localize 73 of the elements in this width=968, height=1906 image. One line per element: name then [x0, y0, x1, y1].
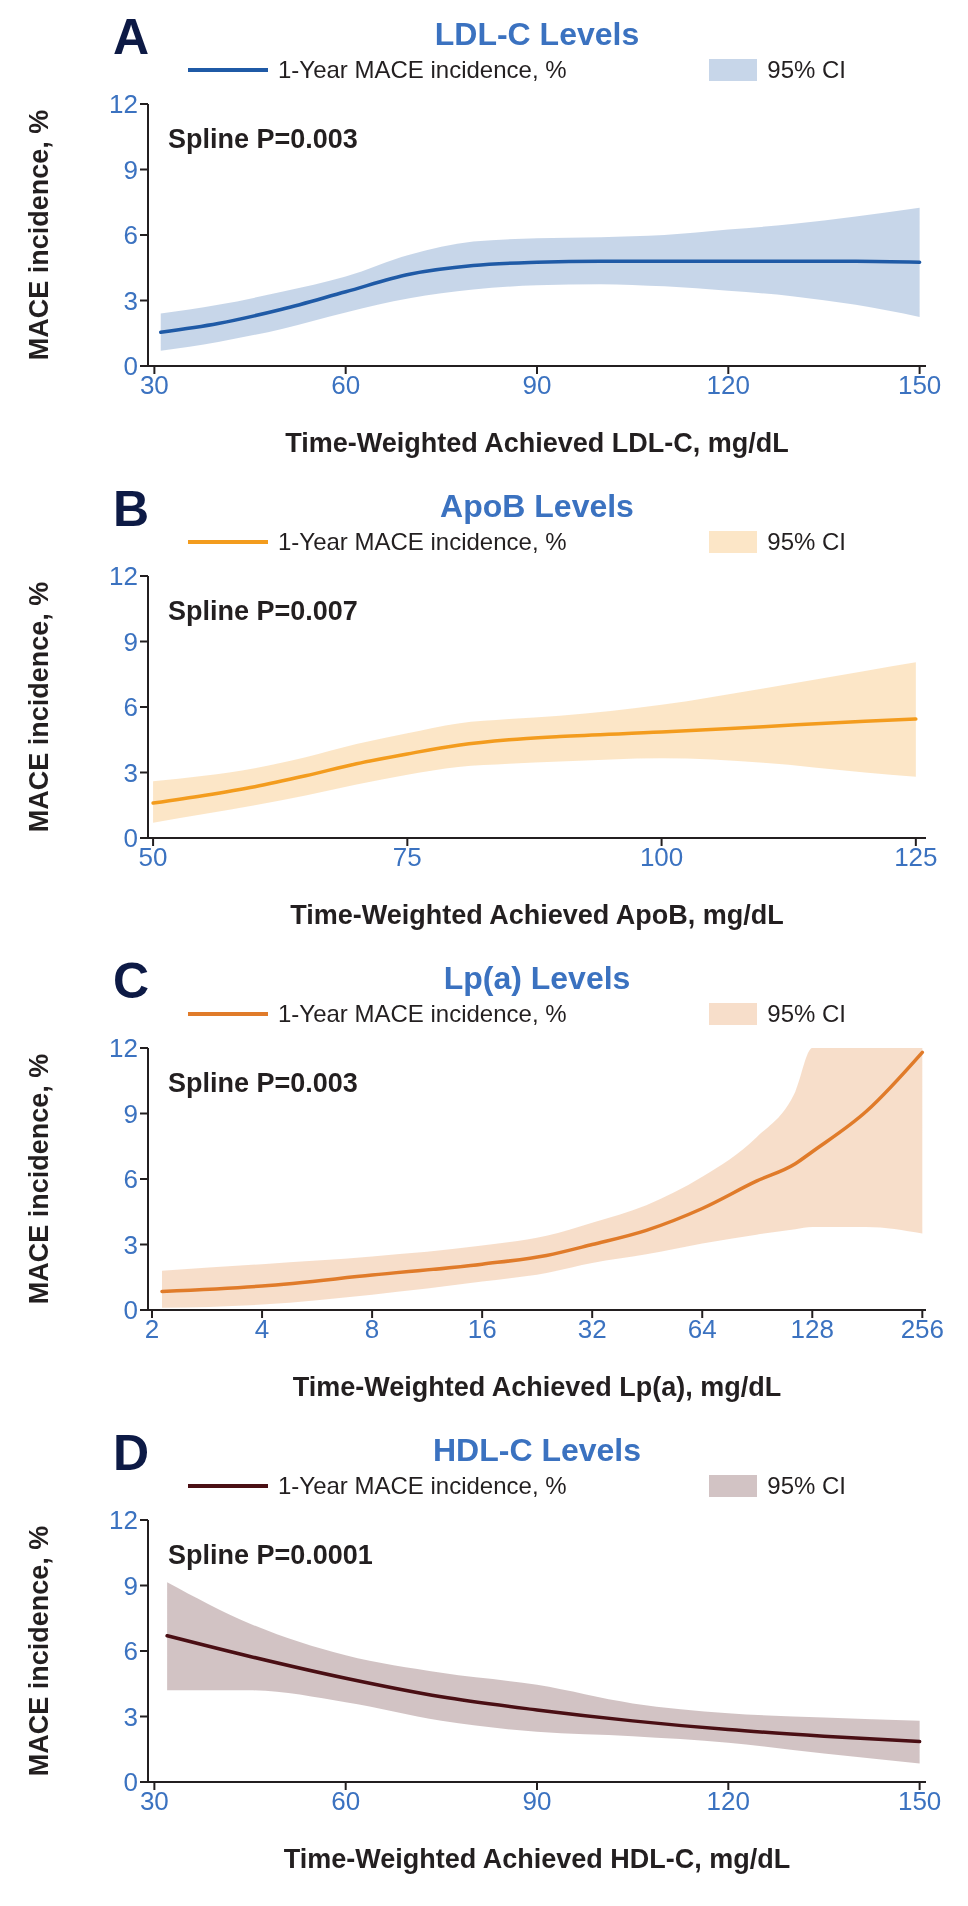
- x-tick-label: 4: [254, 1314, 270, 1345]
- annotation: Spline P=0.003: [168, 1068, 358, 1099]
- x-tick-label: 64: [687, 1314, 717, 1345]
- x-tick-label: 75: [392, 842, 422, 873]
- text: 95% CI: [767, 56, 846, 84]
- y-axis-title: MACE incidence, %: [23, 1053, 54, 1305]
- legend-label: 1-Year MACE incidence, %: [278, 1000, 567, 1028]
- y-tick-label: 9: [123, 626, 138, 657]
- y-axis-title: MACE incidence, %: [23, 109, 54, 361]
- y-tick-label: 3: [123, 285, 138, 316]
- x-tick-label: 30: [139, 370, 169, 401]
- y-tick-label: 9: [123, 154, 138, 185]
- y-tick-label: 12: [109, 1505, 138, 1536]
- chart-title: ApoB Levels: [439, 488, 635, 525]
- x-axis-title: Time-Weighted Achieved HDL-C, mg/dL: [283, 1844, 791, 1874]
- y-axis-title: MACE incidence, %: [23, 581, 54, 833]
- y-tick-label: 0: [123, 351, 138, 382]
- annotation: Spline P=0.0001: [168, 1540, 373, 1571]
- y-tick-label: 12: [109, 89, 138, 120]
- y-tick-label: 6: [123, 692, 138, 723]
- x-tick-label: 32: [577, 1314, 607, 1345]
- x-axis-title: Time-Weighted Achieved Lp(a), mg/dL: [292, 1372, 782, 1402]
- text: A: [113, 8, 150, 66]
- x-tick-label: 150: [897, 1786, 942, 1817]
- x-tick-label: 2: [144, 1314, 160, 1345]
- y-tick-label: 0: [123, 823, 138, 854]
- x-tick-label: 50: [138, 842, 168, 873]
- y-tick-label: 0: [123, 1767, 138, 1798]
- y-tick-label: 12: [109, 561, 138, 592]
- x-axis-title: Time-Weighted Achieved ApoB, mg/dL: [290, 900, 784, 930]
- y-tick-label: 0: [123, 1295, 138, 1326]
- text: B: [113, 480, 150, 538]
- x-tick-label: 120: [706, 1786, 751, 1817]
- x-tick-label: 150: [897, 370, 942, 401]
- x-tick-label: 256: [900, 1314, 945, 1345]
- x-tick-label: 125: [894, 842, 938, 873]
- y-tick-label: 3: [123, 757, 138, 788]
- chart-title: Lp(a) Levels: [442, 960, 632, 997]
- chart-title: LDL-C Levels: [433, 16, 641, 53]
- line-series: [151, 717, 918, 805]
- chart-title: HDL-C Levels: [431, 1432, 642, 1469]
- y-tick-label: 3: [123, 1701, 138, 1732]
- x-tick-label: 8: [364, 1314, 380, 1345]
- legend-label: 1-Year MACE incidence, %: [278, 528, 567, 556]
- x-tick-label: 30: [139, 1786, 169, 1817]
- text: D: [113, 1424, 150, 1482]
- x-tick-label: 100: [639, 842, 684, 873]
- text: 95% CI: [767, 1000, 846, 1028]
- annotation: Spline P=0.007: [168, 596, 358, 627]
- x-tick-label: 90: [522, 370, 552, 401]
- y-tick-label: 6: [123, 1636, 138, 1667]
- legend-label: 1-Year MACE incidence, %: [278, 1472, 567, 1500]
- text: 95% CI: [767, 528, 846, 556]
- text: C: [113, 952, 150, 1010]
- line-series: [165, 1633, 922, 1744]
- x-tick-label: 60: [331, 370, 361, 401]
- x-tick-label: 16: [467, 1314, 497, 1345]
- y-tick-label: 6: [123, 220, 138, 251]
- annotation: Spline P=0.003: [168, 124, 358, 155]
- x-tick-label: 128: [790, 1314, 834, 1345]
- y-tick-label: 6: [123, 1164, 138, 1195]
- y-tick-label: 9: [123, 1098, 138, 1129]
- y-tick-label: 9: [123, 1570, 138, 1601]
- x-tick-label: 60: [331, 1786, 361, 1817]
- line-series: [159, 259, 922, 334]
- x-axis-title: Time-Weighted Achieved LDL-C, mg/dL: [285, 428, 789, 458]
- y-tick-label: 3: [123, 1229, 138, 1260]
- y-tick-label: 12: [109, 1033, 138, 1064]
- legend-label: 1-Year MACE incidence, %: [278, 56, 567, 84]
- x-tick-label: 120: [706, 370, 751, 401]
- y-axis-title: MACE incidence, %: [23, 1525, 54, 1777]
- x-tick-label: 90: [522, 1786, 552, 1817]
- text: 95% CI: [767, 1472, 846, 1500]
